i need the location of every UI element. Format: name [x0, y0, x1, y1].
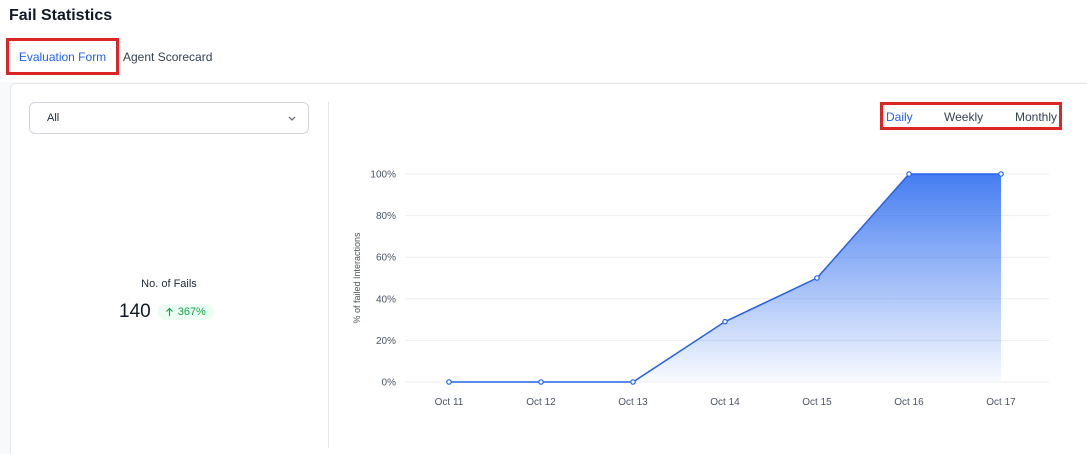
y-tick-label: 100%	[370, 170, 396, 181]
change-badge: 367%	[156, 304, 214, 320]
form-filter-select[interactable]: All	[29, 102, 309, 134]
data-point-oct-16[interactable]	[906, 171, 912, 177]
x-tick-label: Oct 12	[526, 397, 556, 408]
tab-agent-scorecard[interactable]: Agent Scorecard	[123, 49, 213, 64]
chart-area-fill	[449, 174, 1001, 382]
x-tick-label: Oct 16	[894, 397, 924, 408]
data-point-oct-15[interactable]	[814, 275, 820, 281]
tab-bar: Evaluation Form Agent Scorecard	[0, 38, 1087, 78]
form-filter-value: All	[47, 112, 60, 124]
panel-divider	[328, 102, 329, 448]
x-tick-label: Oct 15	[802, 397, 832, 408]
period-monthly-button[interactable]: Monthly	[1015, 110, 1058, 124]
y-tick-label: 0%	[382, 378, 397, 389]
fails-summary: 140 367%	[119, 301, 214, 323]
fails-label: No. of Fails	[141, 278, 197, 290]
data-point-oct-13[interactable]	[630, 379, 636, 385]
y-tick-label: 60%	[376, 253, 396, 264]
y-tick-label: 80%	[376, 211, 396, 222]
y-tick-label: 40%	[376, 294, 396, 305]
data-point-oct-14[interactable]	[722, 318, 728, 325]
x-tick-label: Oct 13	[618, 397, 648, 408]
period-selector: Daily Weekly Monthly	[880, 102, 1062, 130]
x-tick-label: Oct 11	[435, 397, 464, 408]
x-tick-label: Oct 17	[986, 397, 1016, 408]
data-point-oct-11[interactable]	[446, 379, 452, 385]
x-tick-label: Oct 14	[710, 397, 740, 408]
arrow-up-icon	[165, 307, 173, 316]
page-title: Fail Statistics	[9, 7, 113, 24]
change-percent: 367%	[177, 306, 206, 318]
period-weekly-button[interactable]: Weekly	[944, 110, 984, 124]
y-axis-label: % of failed Interactions	[352, 232, 362, 324]
data-point-oct-12[interactable]	[538, 379, 544, 385]
y-tick-label: 20%	[376, 336, 396, 347]
chevron-down-icon	[288, 116, 296, 121]
fails-count: 140	[119, 301, 151, 322]
fail-rate-chart: 0% 20% 40% 60% 80% 100% Oct 11 Oct 12 Oct 13 Oct…	[352, 170, 1049, 408]
period-daily-button[interactable]: Daily	[886, 110, 913, 124]
tab-evaluation-form[interactable]: Evaluation Form	[6, 38, 119, 75]
data-point-oct-17[interactable]	[998, 171, 1004, 177]
